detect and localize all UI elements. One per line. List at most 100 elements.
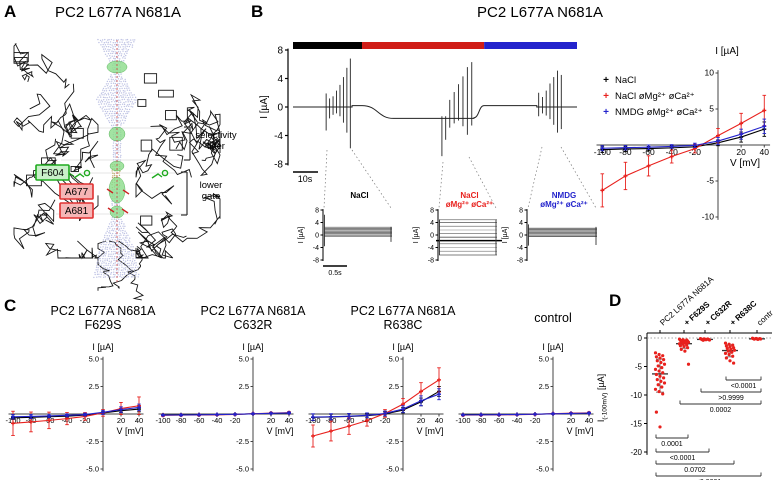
svg-text:-20: -20: [530, 416, 541, 425]
svg-text:0.0002: 0.0002: [710, 407, 732, 414]
svg-text:V [mV]: V [mV]: [116, 426, 143, 436]
svg-text:40: 40: [435, 416, 443, 425]
svg-text:8: 8: [277, 46, 283, 57]
subplot-title-line1: PC2 L677A N681A: [200, 304, 306, 318]
panel-a-letter: A: [4, 2, 17, 21]
legend-item-nacl: + NaCl: [601, 73, 703, 89]
svg-text:-8: -8: [517, 258, 523, 265]
svg-text:5.0: 5.0: [539, 355, 549, 364]
svg-text:filter: filter: [207, 141, 225, 152]
svg-text:<0.0001: <0.0001: [670, 455, 696, 462]
svg-text:>0.9999: >0.9999: [718, 395, 744, 402]
svg-text:A681: A681: [65, 206, 89, 217]
svg-text:-15: -15: [630, 420, 642, 429]
svg-text:-2.5: -2.5: [86, 437, 99, 446]
svg-text:-8: -8: [428, 258, 434, 265]
svg-text:I [µA]: I [µA]: [298, 227, 305, 244]
svg-text:20: 20: [736, 147, 746, 157]
svg-text:V [mV]: V [mV]: [266, 426, 293, 436]
svg-text:40: 40: [585, 416, 593, 425]
svg-text:<0.0001: <0.0001: [731, 383, 757, 390]
svg-text:-60: -60: [642, 147, 655, 157]
panel-b-letter: B: [251, 2, 264, 21]
svg-text:I [µA]: I [µA]: [92, 342, 113, 352]
svg-text:-5: -5: [635, 363, 643, 372]
svg-text:4: 4: [315, 220, 319, 227]
svg-text:20: 20: [117, 416, 125, 425]
subplot-title-line2: R638C: [383, 318, 423, 332]
iv-legend: + NaCl + NaCl øMg²⁺ øCa²⁺ + NMDG øMg²⁺ øCa²…: [601, 73, 703, 121]
svg-text:-4: -4: [517, 245, 523, 252]
svg-text:5.0: 5.0: [89, 355, 99, 364]
svg-text:0: 0: [638, 334, 643, 343]
svg-text:-8: -8: [274, 160, 283, 171]
svg-text:5.0: 5.0: [239, 355, 249, 364]
svg-text:I [µA]: I [µA]: [542, 342, 563, 352]
svg-text:I(-100mV) [µA]: I(-100mV) [µA]: [596, 374, 609, 422]
svg-text:V [mV]: V [mV]: [416, 426, 443, 436]
svg-text:0: 0: [315, 233, 319, 240]
svg-text:-60: -60: [494, 416, 505, 425]
subplot-title-line1: control: [534, 311, 572, 325]
svg-text:10s: 10s: [298, 174, 313, 184]
svg-text:NMDG: NMDG: [552, 191, 576, 200]
svg-text:20: 20: [567, 416, 575, 425]
svg-text:-2.5: -2.5: [386, 437, 399, 446]
panel-a-title: PC2 L677A N681A: [55, 4, 181, 21]
subplot-title-line1: PC2 L677A N681A: [50, 304, 156, 318]
svg-text:-80: -80: [476, 416, 487, 425]
svg-text:contr: contr: [755, 308, 775, 327]
svg-text:-20: -20: [230, 416, 241, 425]
current-trace-and-insets: 8 4 0 -4 -8 I [µA] 10s 8 4 0 -4 -8 I [µA] NaCl 0.5s 8 4 0…: [259, 42, 597, 277]
svg-text:I [µA]: I [µA]: [259, 95, 270, 119]
svg-text:4: 4: [430, 220, 434, 227]
svg-text:F604: F604: [41, 168, 64, 179]
legend-item-nmdg: + NMDG øMg²⁺ øCa²⁺: [601, 105, 703, 121]
svg-text:-4: -4: [428, 245, 434, 252]
svg-text:-4: -4: [274, 131, 283, 142]
svg-text:-80: -80: [176, 416, 187, 425]
svg-text:0.0702: 0.0702: [684, 467, 706, 474]
svg-text:-100: -100: [155, 416, 170, 425]
svg-text:+ R638C: + R638C: [728, 299, 758, 328]
svg-text:2.5: 2.5: [89, 382, 99, 391]
svg-text:-80: -80: [619, 147, 632, 157]
svg-text:-5: -5: [706, 176, 714, 186]
svg-text:40: 40: [285, 416, 293, 425]
scatter-plot-stats: 0-5-10-15-20I(-100mV) [µA]PC2 L677A N681…: [596, 274, 775, 480]
svg-text:-2.5: -2.5: [536, 437, 549, 446]
svg-text:V [mV]: V [mV]: [566, 426, 593, 436]
svg-text:0.0001: 0.0001: [661, 441, 683, 448]
subplot-title-f629s: PC2 L677A N681A F629S: [8, 304, 198, 332]
svg-text:2.5: 2.5: [539, 382, 549, 391]
subplot-title-r638c: PC2 L677A N681A R638C: [308, 304, 498, 332]
nacl-nomg-noca-marker-icon: +: [603, 91, 609, 102]
svg-text:2.5: 2.5: [389, 382, 399, 391]
svg-text:-40: -40: [512, 416, 523, 425]
svg-text:2.5: 2.5: [239, 382, 249, 391]
svg-text:I [µA]: I [µA]: [392, 342, 413, 352]
svg-text:V [mV]: V [mV]: [730, 158, 760, 169]
svg-text:0: 0: [430, 233, 434, 240]
svg-text:I [µA]: I [µA]: [715, 46, 739, 57]
svg-text:-5.0: -5.0: [386, 465, 399, 474]
svg-text:20: 20: [417, 416, 425, 425]
svg-text:20: 20: [267, 416, 275, 425]
svg-text:-80: -80: [326, 416, 337, 425]
svg-text:øMg²⁺ øCa²⁺: øMg²⁺ øCa²⁺: [446, 200, 494, 209]
svg-text:40: 40: [760, 147, 770, 157]
subplot-title-c632r: PC2 L677A N681A C632R: [158, 304, 348, 332]
svg-text:4: 4: [277, 74, 283, 85]
iv-plot-c632r: -100 -80 -60 -40 -20 20 40 5.0 2.5 -2.5 -5.0 I [µA]…: [155, 342, 293, 474]
svg-text:-4: -4: [313, 245, 319, 252]
svg-text:5.0: 5.0: [389, 355, 399, 364]
svg-text:-100: -100: [455, 416, 470, 425]
legend-item-nacl-nomg-noca: + NaCl øMg²⁺ øCa²⁺: [601, 89, 703, 105]
svg-text:lower: lower: [200, 180, 223, 191]
svg-text:40: 40: [135, 416, 143, 425]
svg-text:10: 10: [705, 68, 715, 78]
svg-text:-8: -8: [313, 258, 319, 265]
